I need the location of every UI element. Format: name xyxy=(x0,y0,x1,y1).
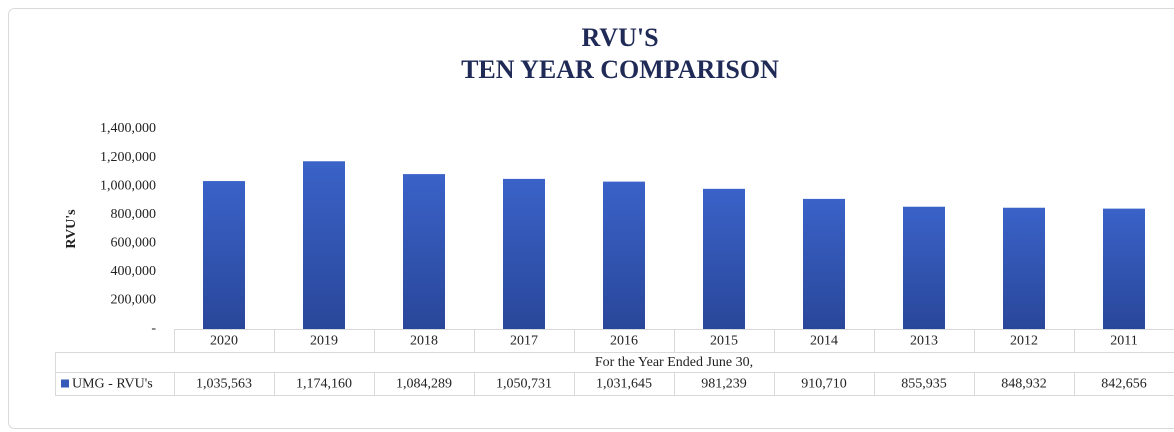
bar xyxy=(903,206,945,329)
x-tick-label: 2019 xyxy=(310,334,338,349)
bar xyxy=(203,181,245,329)
bar xyxy=(303,161,345,329)
table-value: 1,174,160 xyxy=(296,377,352,392)
x-axis-label: For the Year Ended June 30, xyxy=(595,355,753,370)
bar xyxy=(603,181,645,329)
legend-label: UMG - RVU's xyxy=(72,377,153,392)
table-value: 848,932 xyxy=(1001,377,1047,392)
x-tick-label: 2015 xyxy=(710,334,738,349)
bar xyxy=(1003,207,1045,329)
x-tick-label: 2014 xyxy=(810,334,838,349)
x-tick-label: 2018 xyxy=(410,334,438,349)
chart-border xyxy=(8,8,1174,429)
table-value: 1,050,731 xyxy=(496,377,552,392)
y-axis-label: RVU's xyxy=(64,209,79,249)
table-value: 1,084,289 xyxy=(396,377,452,392)
legend-key xyxy=(61,379,69,388)
table-value: 1,031,645 xyxy=(596,377,652,392)
table-value: 981,239 xyxy=(701,377,747,392)
x-tick-label: 2012 xyxy=(1010,334,1038,349)
table-value: 855,935 xyxy=(901,377,947,392)
y-tick-label: 600,000 xyxy=(111,236,157,251)
x-tick-label: 2017 xyxy=(510,334,538,349)
bar xyxy=(503,178,545,329)
table-value: 1,035,563 xyxy=(196,377,252,392)
y-tick-label: 1,000,000 xyxy=(100,178,156,193)
y-tick-label: - xyxy=(151,321,156,336)
bar xyxy=(803,198,845,329)
table-value: 842,656 xyxy=(1101,377,1147,392)
y-tick-label: 400,000 xyxy=(111,264,157,279)
bar xyxy=(703,188,745,329)
x-tick-label: 2016 xyxy=(610,334,638,349)
x-tick-label: 2020 xyxy=(210,334,238,349)
y-tick-label: 1,400,000 xyxy=(100,121,156,136)
bar xyxy=(1103,208,1145,329)
chart-title: RVU'S xyxy=(581,23,658,52)
x-tick-label: 2013 xyxy=(910,334,938,349)
x-tick-label: 2011 xyxy=(1110,334,1137,349)
y-tick-label: 1,200,000 xyxy=(100,150,156,165)
bar xyxy=(403,174,445,329)
y-tick-label: 800,000 xyxy=(111,207,157,222)
table-value: 910,710 xyxy=(801,377,847,392)
chart-subtitle: TEN YEAR COMPARISON xyxy=(461,55,779,84)
y-tick-label: 200,000 xyxy=(111,293,157,308)
